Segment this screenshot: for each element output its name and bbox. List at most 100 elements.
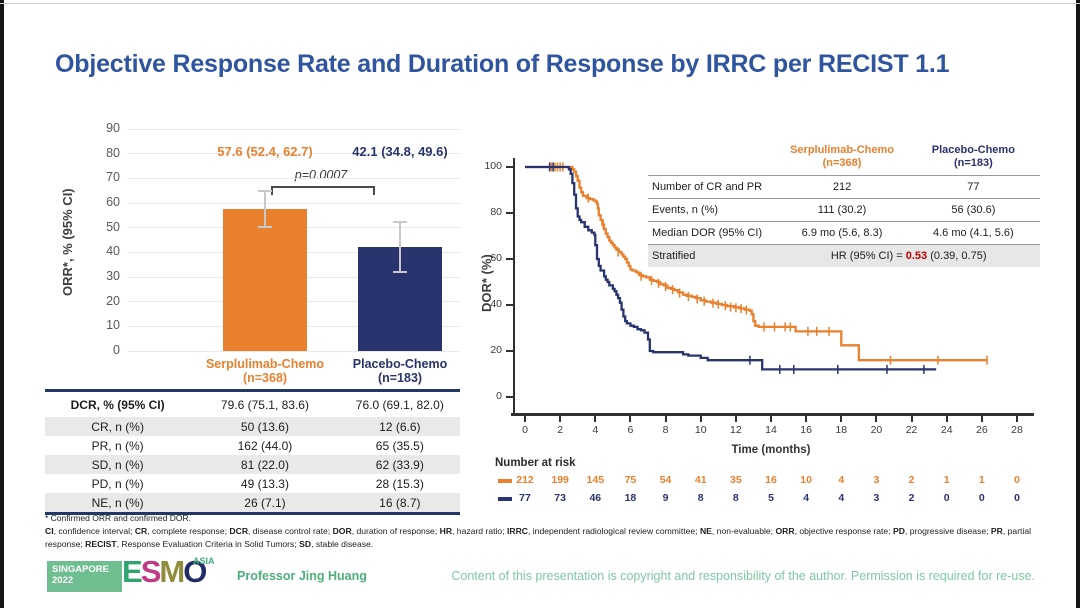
- bar-gridline: [127, 202, 460, 204]
- km-x-tick-label: 28: [1011, 424, 1023, 436]
- row-label: NE, n (%): [91, 495, 144, 510]
- km-y-axis-line: [513, 158, 515, 415]
- badge-line2: 2022: [52, 575, 74, 586]
- risk-count: 0: [1014, 492, 1020, 504]
- km-y-tick-label: 40: [490, 298, 502, 310]
- km-x-tick: [945, 415, 948, 422]
- bar-y-tick-label: 30: [106, 269, 120, 283]
- risk-count: 1: [978, 474, 985, 486]
- dcr-table-row: CR, n (%) 50 (13.6) 12 (6.6): [45, 417, 460, 436]
- dor-header-serplulimab: Serplulimab-Chemo (n=368): [777, 139, 906, 176]
- serplulimab-value: 162 (44.0): [237, 438, 293, 453]
- km-x-tick-label: 6: [627, 424, 634, 436]
- dor-table-stratified-row: Stratified HR (95% CI) = 0.53 (0.39, 0.75…: [648, 244, 1040, 267]
- abbrev-term: NE: [699, 526, 712, 536]
- error-bar-cap-top: [393, 221, 407, 224]
- km-x-tick: [980, 415, 983, 422]
- km-plot: [525, 162, 988, 374]
- km-x-tick: [629, 415, 632, 422]
- dcr-table-row: SD, n (%) 81 (22.0) 62 (33.9): [45, 455, 460, 474]
- bar-serplulimab: [223, 208, 307, 351]
- km-x-tick-label: 8: [662, 424, 669, 436]
- bar-y-tick-label: 10: [106, 318, 120, 333]
- km-x-tick: [875, 415, 878, 422]
- p-value-label: p=0.0007: [294, 168, 348, 182]
- risk-count: 0: [978, 492, 985, 504]
- esmo-logo-letter: O: [183, 554, 207, 589]
- km-x-tick-label: 24: [940, 424, 953, 436]
- km-x-tick-label: 2: [557, 424, 564, 436]
- risk-legend-dash: [498, 497, 512, 501]
- risk-count: 46: [589, 492, 602, 504]
- number-at-risk-title: Number at risk: [495, 457, 576, 469]
- badge-line1: SINGAPORE: [52, 564, 110, 575]
- abbrev-term: ORR: [775, 526, 795, 536]
- group-label: Placebo-Chemo: [931, 144, 1015, 156]
- km-curve-serplulimab-chemo: [525, 165, 988, 362]
- km-y-axis-label: DOR* (%): [479, 254, 494, 312]
- risk-count: 41: [694, 474, 707, 486]
- placebo-value: 76.0 (69.1, 82.0): [355, 397, 444, 412]
- km-x-tick-label: 10: [694, 424, 707, 436]
- error-bar-cap-bottom: [258, 225, 272, 228]
- dcr-table-row: PR, n (%) 162 (44.0) 65 (35.5): [45, 436, 460, 455]
- risk-count: 10: [800, 474, 812, 486]
- risk-count: 73: [554, 492, 566, 504]
- row-label: Stratified: [648, 244, 778, 267]
- km-x-tick-label: 22: [905, 424, 918, 436]
- km-x-tick: [664, 415, 667, 422]
- km-y-tick-label: 100: [484, 160, 502, 172]
- bar-y-tick-label: 20: [106, 293, 120, 308]
- km-x-tick-label: 18: [835, 424, 848, 436]
- km-y-tick: [506, 258, 514, 260]
- dcr-table-row: DCR, % (95% CI) 79.6 (75.1, 83.6) 76.0 (69…: [45, 391, 460, 418]
- serplulimab-value: 79.6 (75.1, 83.6): [220, 397, 309, 412]
- bar-gridline: [127, 128, 460, 130]
- km-x-tick: [524, 415, 526, 422]
- hazard-ratio-value: HR (95% CI) = 0.53 (0.39, 0.75): [777, 244, 1040, 267]
- bar-y-tick-label: 0: [113, 343, 120, 357]
- risk-count: 75: [624, 474, 637, 486]
- dor-table: Serplulimab-Chemo (n=368) Placebo-Chemo …: [648, 139, 1040, 267]
- risk-count: 3: [873, 492, 880, 504]
- error-bar-line: [264, 190, 266, 227]
- km-y-tick: [506, 304, 514, 306]
- bar-value-label: 57.6 (52.4, 62.7): [217, 144, 313, 159]
- serplulimab-value: 6.9 mo (5.6, 8.3): [777, 221, 907, 245]
- top-divider: [0, 3, 1080, 4]
- km-x-tick: [805, 415, 808, 422]
- copyright-notice: Content of this presentation is copyrigh…: [451, 569, 1035, 583]
- bar-x-label-line: (n=368): [242, 371, 288, 385]
- row-label: Median DOR (95% CI): [648, 221, 778, 245]
- risk-count: 0: [1014, 474, 1020, 486]
- row-label: Number of CR and PR: [648, 175, 778, 199]
- dor-table-row: Events, n (%) 111 (30.2) 56 (30.6): [648, 198, 1040, 222]
- bar-x-label-line: (n=183): [377, 371, 423, 385]
- row-label: SD, n (%): [91, 457, 144, 472]
- bar-y-tick-label: 50: [106, 219, 120, 234]
- risk-count: 2: [908, 474, 915, 486]
- risk-count: 18: [624, 492, 637, 504]
- row-label: DCR, % (95% CI): [70, 397, 165, 412]
- km-x-tick: [699, 415, 702, 422]
- risk-count: 5: [768, 492, 774, 504]
- group-n: (n=368): [822, 157, 862, 169]
- bar-y-tick-label: 60: [106, 195, 120, 209]
- risk-count: 0: [943, 492, 950, 504]
- esmo-logo-letter: M: [159, 554, 185, 589]
- error-bar-cap-bottom: [393, 271, 407, 274]
- km-y-tick: [506, 166, 514, 168]
- abbrev-term: PD: [892, 526, 905, 536]
- risk-count: 145: [586, 474, 605, 486]
- km-y-tick-label: 20: [490, 344, 502, 356]
- risk-count: 77: [519, 492, 531, 504]
- risk-count: 2: [908, 492, 915, 504]
- abbrev-term: IRRC: [506, 526, 528, 536]
- hazard-ratio-number: 0.53: [905, 250, 928, 262]
- bar-gridline: [127, 153, 460, 155]
- error-bar-cap-top: [258, 189, 272, 192]
- presenter-name: Professor Jing Huang: [237, 569, 367, 583]
- km-x-axis-line: [511, 413, 1034, 416]
- esmo-logo-letter: S: [140, 554, 162, 589]
- km-y-tick-label: 0: [496, 390, 502, 402]
